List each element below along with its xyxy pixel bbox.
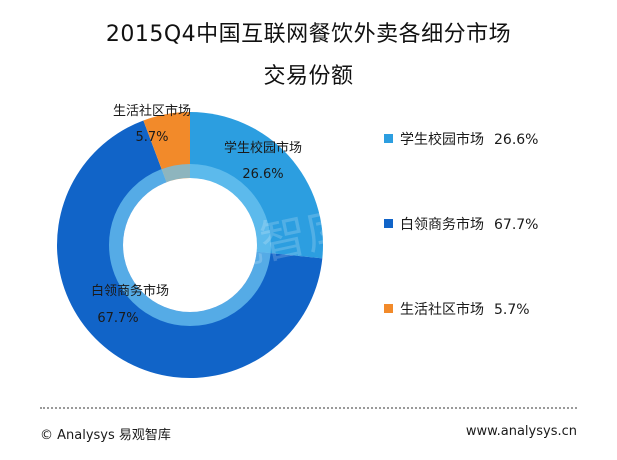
legend-label-community: 生活社区市场 bbox=[400, 302, 484, 318]
slice-label-campus: 学生校园市场 bbox=[224, 140, 302, 156]
legend-item-community: 生活社区市场 5.7% bbox=[384, 300, 530, 320]
slice-value-campus: 26.6% bbox=[242, 167, 283, 182]
legend-swatch-community bbox=[384, 304, 393, 313]
legend-label-campus: 学生校园市场 bbox=[400, 132, 484, 148]
legend-item-business: 白领商务市场 67.7% bbox=[384, 215, 538, 235]
legend-value-community: 5.7% bbox=[494, 302, 530, 318]
chart-title-line-2: 交易份额 bbox=[263, 64, 354, 89]
footer-copyright: © Analysys 易观智库 bbox=[40, 428, 171, 443]
legend-item-campus: 学生校园市场 26.6% bbox=[384, 130, 538, 150]
legend-value-business: 67.7% bbox=[494, 217, 539, 233]
chart-title: 2015Q4中国互联网餐饮外卖各细分市场 交易份额 bbox=[0, 14, 617, 98]
footer-url[interactable]: www.analysys.cn bbox=[465, 424, 577, 439]
slice-value-community: 5.7% bbox=[135, 130, 168, 145]
legend-swatch-campus bbox=[384, 134, 393, 143]
inner-ring bbox=[109, 164, 271, 326]
legend-label-business: 白领商务市场 bbox=[400, 217, 484, 233]
slice-value-business: 67.7% bbox=[97, 311, 138, 326]
footer-divider bbox=[40, 407, 577, 409]
chart-title-line-1: 2015Q4中国互联网餐饮外卖各细分市场 bbox=[105, 22, 512, 47]
donut-chart: 易观智库 学生校园市场 26.6% 白领商务市场 67.7% 生活社区市场 5.… bbox=[57, 103, 324, 379]
legend-value-campus: 26.6% bbox=[494, 132, 539, 148]
donut-hole bbox=[123, 178, 257, 312]
slice-label-business: 白领商务市场 bbox=[91, 283, 169, 299]
legend-swatch-business bbox=[384, 219, 393, 228]
slice-label-community: 生活社区市场 bbox=[113, 103, 191, 119]
